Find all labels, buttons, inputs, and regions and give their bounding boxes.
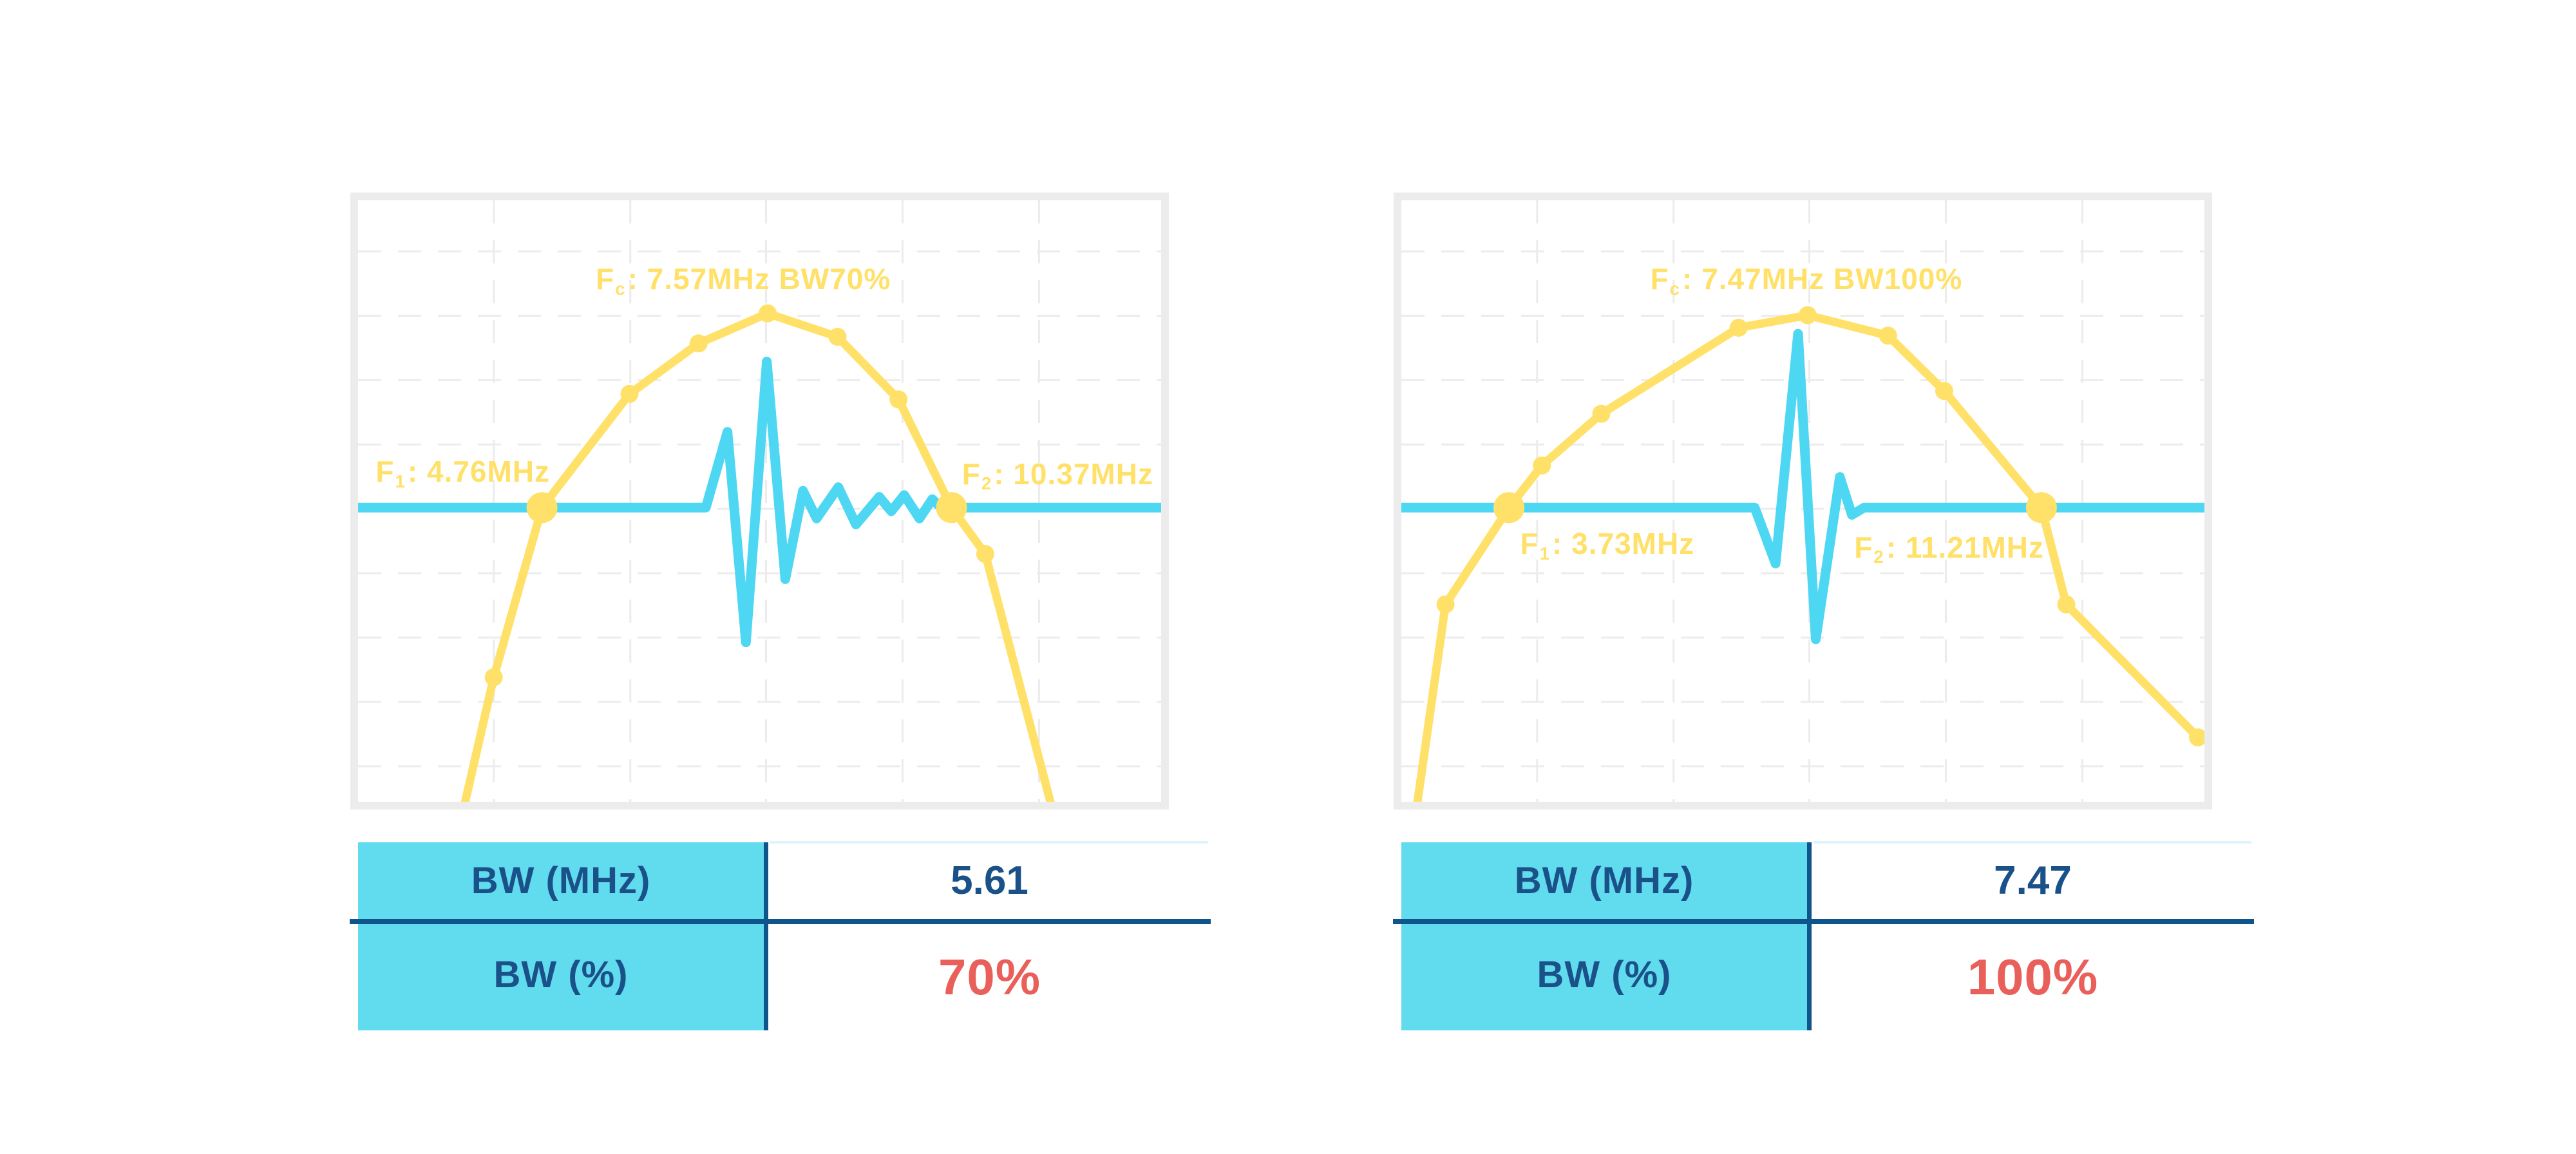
fc-bw-annotation: Fc: 7.57MHz BW70%	[596, 264, 891, 298]
bw-pct-label: BW (%)	[358, 919, 764, 1030]
f1-value-text: : 3.73MHz	[1552, 526, 1695, 560]
f1-subscript: 1	[395, 471, 406, 491]
bw-table-70: BW (MHz) BW (%) 5.61 70%	[350, 841, 1211, 1030]
fc-symbol: F	[596, 262, 615, 296]
f1-annotation: F1: 3.73MHz	[1520, 529, 1695, 562]
fc-subscript: c	[615, 278, 626, 299]
f2-subscript: 2	[981, 473, 992, 494]
fc-value-text: : 7.47MHz BW100%	[1682, 262, 1963, 296]
f1-symbol: F	[1520, 526, 1539, 560]
bw-mhz-value: 5.61	[951, 858, 1028, 903]
f1-subscript: 1	[1539, 543, 1551, 563]
chart-bw100: Fc: 7.47MHz BW100% F1: 3.73MHz F2: 11.21…	[1394, 193, 2212, 809]
bw100-plot	[1401, 200, 2204, 802]
bw-mhz-value: 7.47	[1994, 858, 2072, 903]
f2-value-text: : 11.21MHz	[1886, 530, 2044, 564]
f2-symbol: F	[1854, 530, 1873, 564]
f2-value-text: : 10.37MHz	[994, 457, 1153, 491]
f1-annotation: F1: 4.76MHz	[375, 457, 550, 490]
table-vertical-divider	[1807, 842, 1812, 1030]
bw-mhz-label: BW (MHz)	[1401, 842, 1807, 919]
f1-value-text: : 4.76MHz	[407, 454, 551, 488]
fc-value-text: : 7.57MHz BW70%	[627, 262, 891, 296]
bw-mhz-label: BW (MHz)	[358, 842, 764, 919]
table-vertical-divider	[764, 842, 768, 1030]
fc-symbol: F	[1650, 262, 1669, 296]
bw70-plot	[358, 200, 1161, 802]
fc-bw-annotation: Fc: 7.47MHz BW100%	[1651, 264, 1963, 298]
bw-pct-label: BW (%)	[1401, 919, 1807, 1030]
f2-annotation: F2: 10.37MHz	[962, 459, 1153, 493]
fc-subscript: c	[1669, 278, 1681, 299]
f2-subscript: 2	[1873, 547, 1884, 567]
table-horizontal-divider	[1393, 919, 2254, 924]
f2-annotation: F2: 11.21MHz	[1854, 533, 2044, 566]
f1-symbol: F	[375, 454, 395, 488]
chart-bw70: Fc: 7.57MHz BW70% F1: 4.76MHz F2: 10.37M…	[350, 193, 1169, 809]
bw-table-100: BW (MHz) BW (%) 7.47 100%	[1393, 841, 2254, 1030]
f2-symbol: F	[961, 457, 981, 491]
bw-pct-value: 100%	[1967, 949, 2099, 1005]
table-top-line	[770, 841, 1208, 844]
table-top-line	[1814, 841, 2251, 844]
table-horizontal-divider	[350, 919, 1211, 924]
bw-pct-value: 70%	[938, 949, 1041, 1005]
